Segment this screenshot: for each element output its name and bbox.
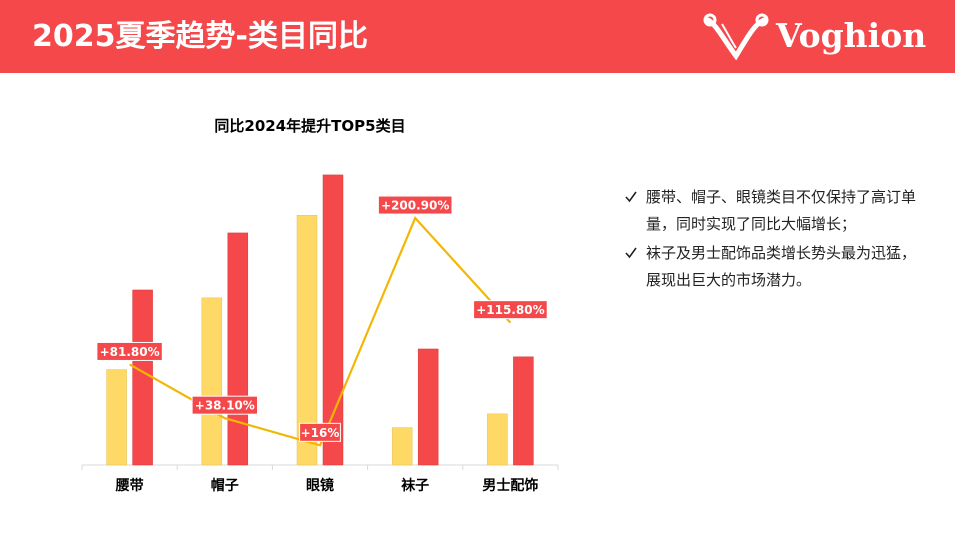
bar-series-2-2 <box>322 174 344 466</box>
bar-series-2-1 <box>227 232 249 466</box>
page-title: 2025夏季趋势-类目同比 <box>32 19 368 54</box>
bar-series-1-4 <box>487 413 508 466</box>
bar-series-2-4 <box>513 356 534 466</box>
data-label-box <box>473 300 548 320</box>
growth-line <box>129 216 512 447</box>
data-label-box <box>377 195 453 215</box>
data-label-box <box>299 422 341 442</box>
bar-series-1-1 <box>201 297 223 466</box>
chart-title: 同比2024年提升TOP5类目 <box>214 117 406 135</box>
x-tick-label: 男士配饰 <box>482 477 538 494</box>
logo-text: Voghion <box>776 16 927 55</box>
data-label: +200.90% <box>381 199 449 213</box>
insight-item: 腰带、帽子、眼镜类目不仅保持了高订单量，同时实现了同比大幅增长； <box>622 184 922 238</box>
bar-series-2-0 <box>132 289 153 466</box>
bar-series-1-2 <box>296 214 318 466</box>
data-label: +16% <box>301 426 340 440</box>
check-icon <box>625 247 637 259</box>
voghion-v-logo-icon <box>703 13 769 61</box>
bar-series-1-0 <box>106 369 127 466</box>
data-label-box <box>96 341 163 361</box>
bar-series-2-3 <box>417 348 439 466</box>
x-tick-label: 眼镜 <box>306 477 334 494</box>
data-label: +38.10% <box>195 399 255 413</box>
data-label-box <box>191 395 259 415</box>
logo: Voghion <box>702 10 932 62</box>
x-tick-label: 腰带 <box>115 478 144 494</box>
data-label: +115.80% <box>476 303 544 317</box>
insight-list: 腰带、帽子、眼镜类目不仅保持了高订单量，同时实现了同比大幅增长； 袜子及男士配饰… <box>622 184 922 296</box>
header-bar: 2025夏季趋势-类目同比 Voghion <box>0 0 955 73</box>
insight-item: 袜子及男士配饰品类增长势头最为迅猛，展现出巨大的市场潜力。 <box>622 240 922 294</box>
data-label: +81.80% <box>100 345 160 359</box>
bar-series-1-3 <box>391 427 413 466</box>
check-icon <box>625 191 637 203</box>
x-tick-label: 袜子 <box>400 477 429 494</box>
insight-text: 腰带、帽子、眼镜类目不仅保持了高订单量，同时实现了同比大幅增长； <box>646 188 917 233</box>
x-tick-label: 帽子 <box>211 477 239 494</box>
insight-text: 袜子及男士配饰品类增长势头最为迅猛，展现出巨大的市场潜力。 <box>646 244 917 289</box>
